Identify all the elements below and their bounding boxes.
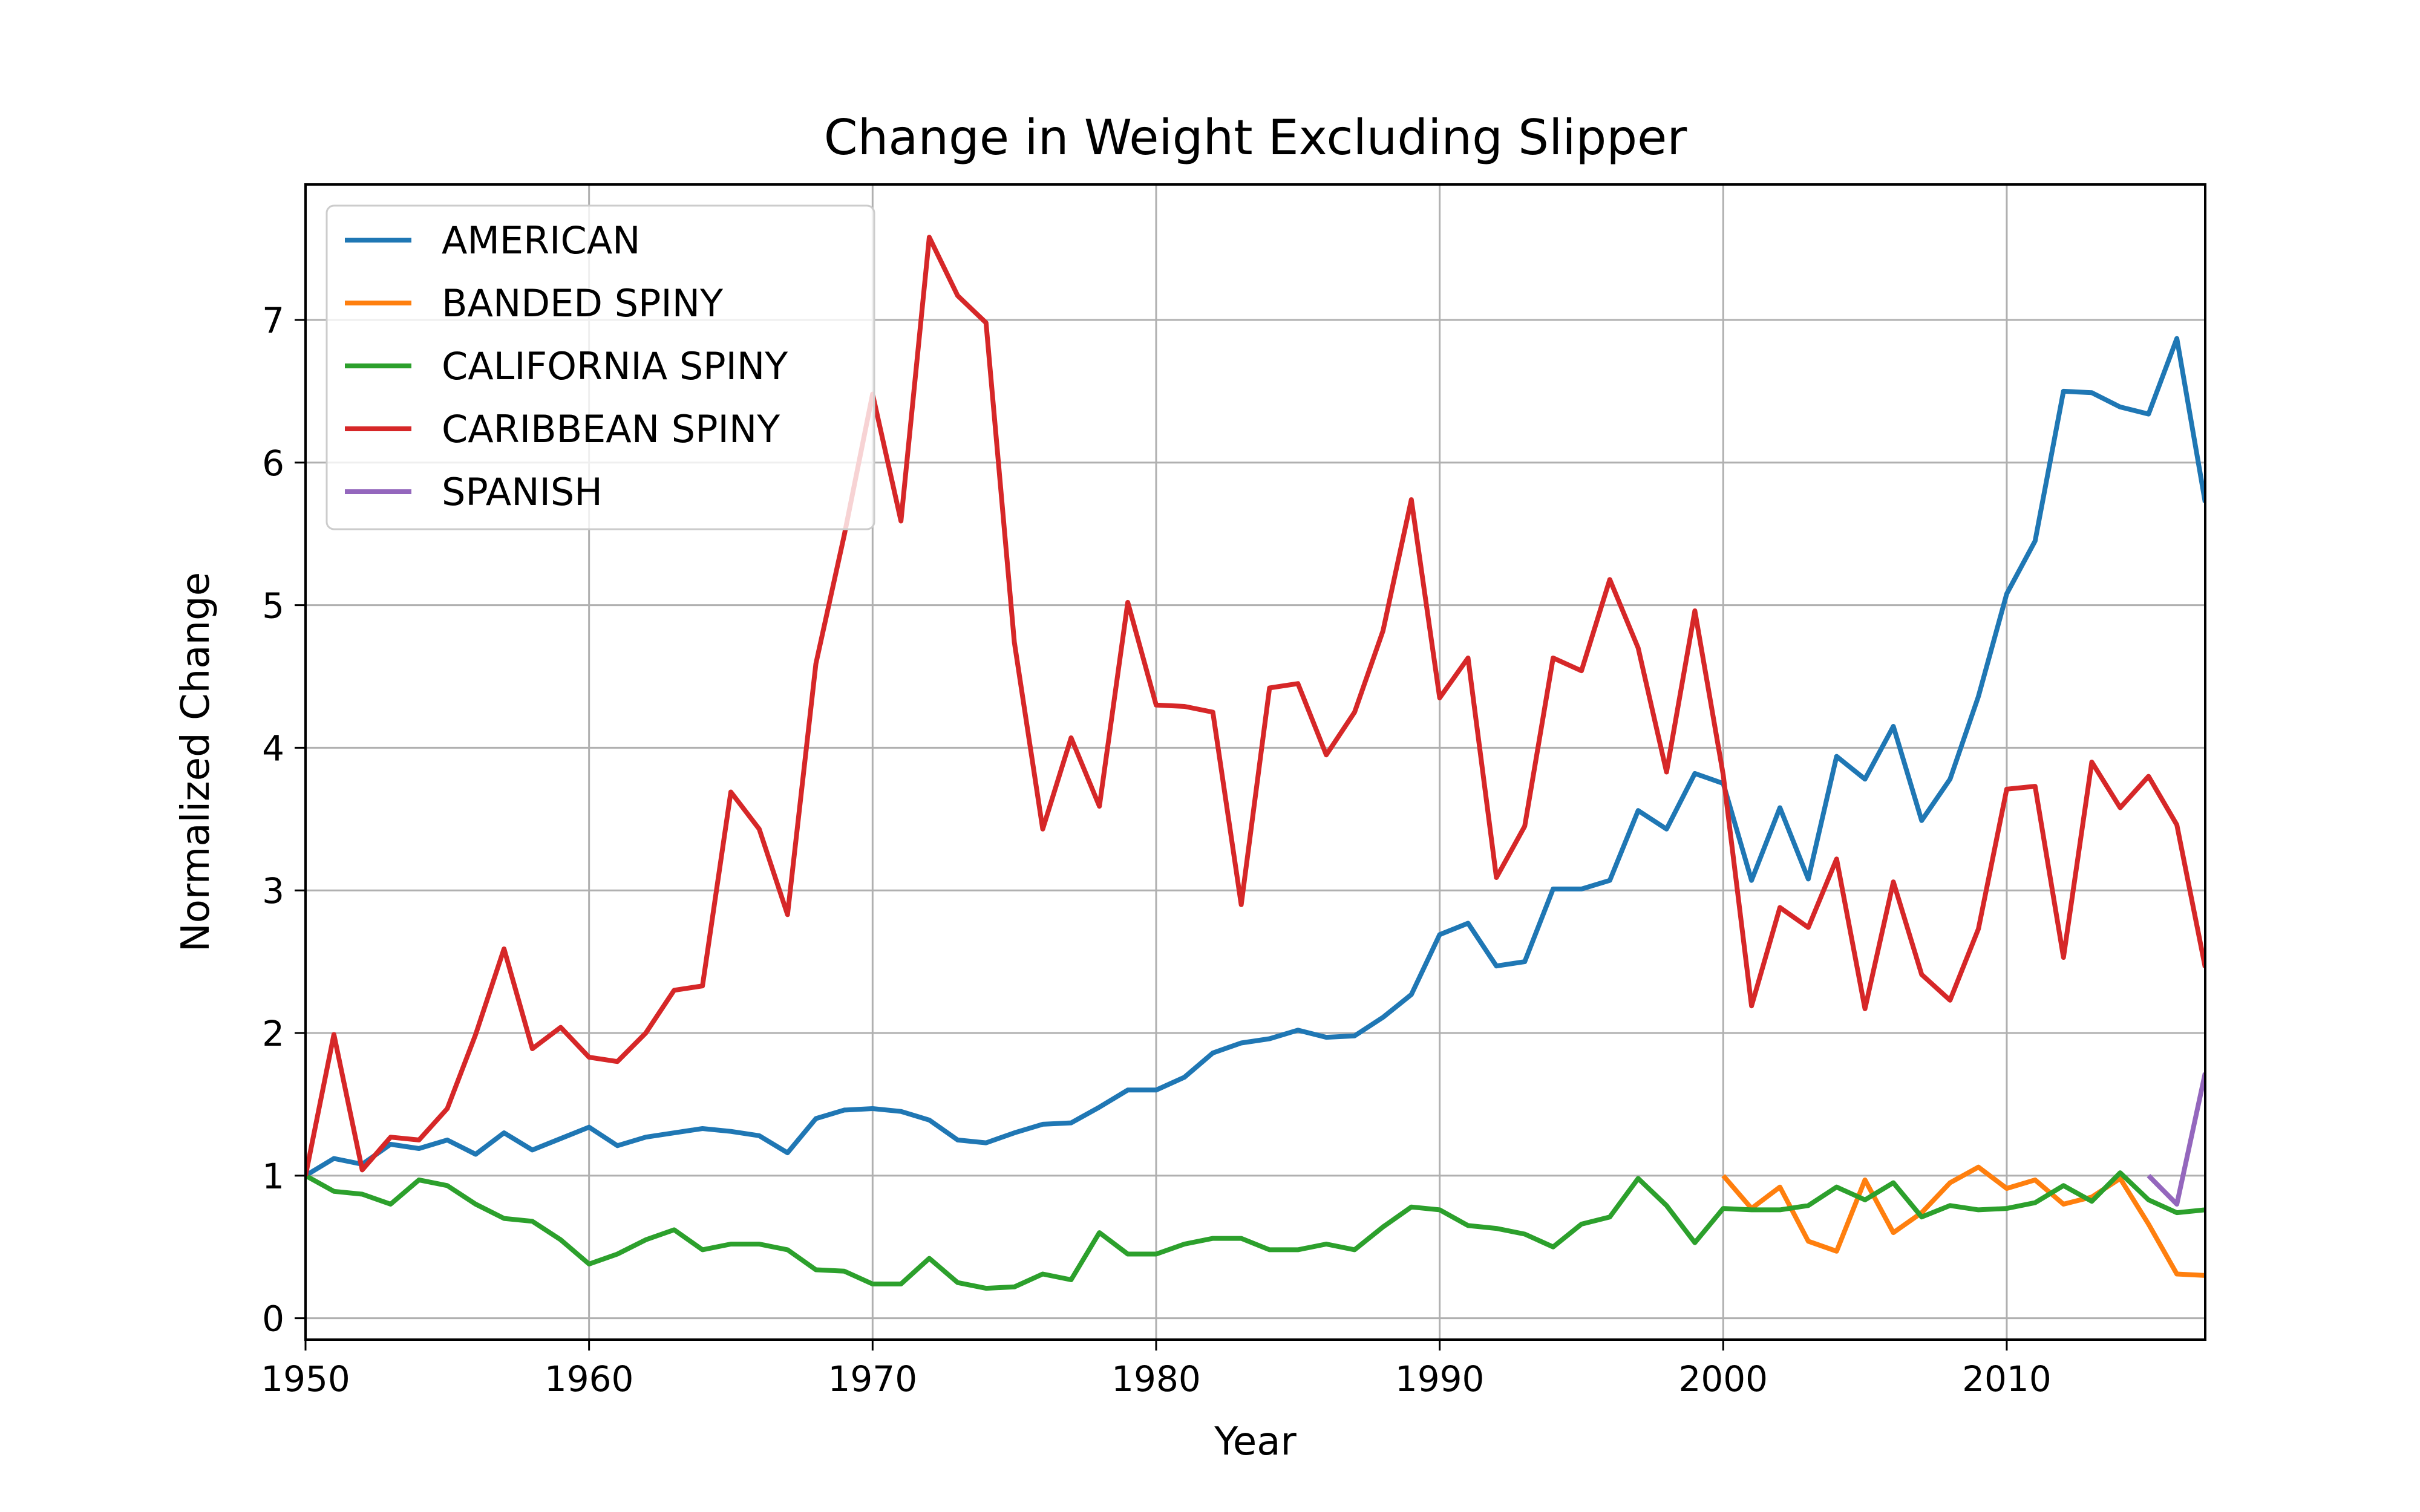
x-tick-label-1980: 1980 xyxy=(1111,1358,1201,1400)
legend-box xyxy=(325,204,875,530)
legend: AMERICAN BANDED SPINY CALIFORNIA SPINY CARI… xyxy=(325,204,875,530)
y-tick-label-7: 7 xyxy=(262,300,284,341)
y-tick-label-3: 3 xyxy=(262,870,284,911)
legend-label-banded-spiny: BANDED SPINY xyxy=(442,281,723,325)
legend-label-american: AMERICAN xyxy=(442,218,641,262)
y-axis-label: Normalized Change xyxy=(174,572,218,952)
legend-label-california-spiny: CALIFORNIA SPINY xyxy=(442,344,788,388)
y-tick-label-1: 1 xyxy=(262,1156,284,1197)
x-tick-label-1960: 1960 xyxy=(544,1358,634,1400)
x-tick-label-1970: 1970 xyxy=(828,1358,918,1400)
x-tick-label-2010: 2010 xyxy=(1962,1358,2052,1400)
y-tick-label-6: 6 xyxy=(262,443,284,484)
y-tick-label-2: 2 xyxy=(262,1013,284,1054)
plot-frame xyxy=(304,183,2206,1341)
legend-label-caribbean-spiny: CARIBBEAN SPINY xyxy=(442,407,780,451)
x-tick-label-2000: 2000 xyxy=(1678,1358,1768,1400)
y-tick-label-0: 0 xyxy=(262,1299,284,1340)
x-tick-label-1990: 1990 xyxy=(1395,1358,1485,1400)
x-axis-label: Year xyxy=(1214,1419,1297,1464)
legend-label-spanish: SPANISH xyxy=(442,470,603,514)
series-line-california-spiny xyxy=(306,1170,2205,1291)
axis-ticks: 1950 1960 1970 1980 1990 2000 2010 0 1 2 3 4 5 6 7 xyxy=(261,300,2052,1400)
y-tick-label-5: 5 xyxy=(262,585,284,627)
series-line-spanish xyxy=(2147,1072,2205,1207)
series-line-caribbean-spiny xyxy=(306,235,2205,1176)
series-layer xyxy=(306,235,2205,1291)
series-line-banded-spiny xyxy=(1721,1164,2205,1278)
chart-title: Change in Weight Excluding Slipper xyxy=(824,109,1687,166)
x-tick-label-1950: 1950 xyxy=(261,1358,350,1400)
series-line-american xyxy=(306,336,2205,1178)
y-tick-label-4: 4 xyxy=(262,728,284,769)
